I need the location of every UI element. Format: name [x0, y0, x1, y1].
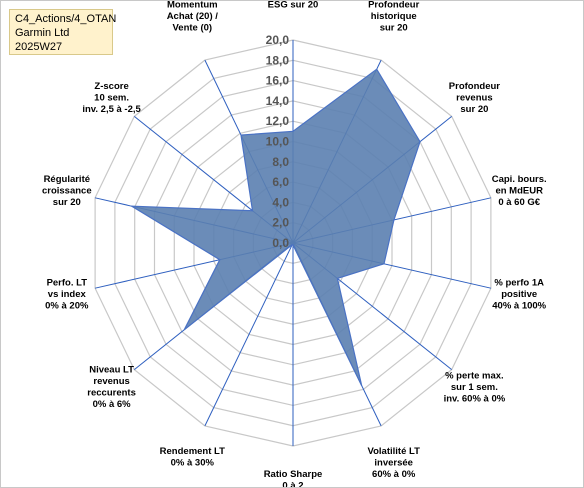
axis-label-line: Vente (0)	[172, 23, 212, 34]
axis-label-line: Momentum	[167, 1, 218, 11]
axis-label-line: Niveau LT	[89, 365, 134, 376]
axis-label-line: reccurents	[87, 388, 136, 399]
axis-label: Profondeur historique sur 20	[368, 1, 419, 34]
tick-label: 14,0	[266, 94, 290, 108]
axis-label-line: Capi. bours.	[492, 174, 547, 185]
tick-label: 10,0	[266, 135, 290, 149]
axis-label: Capi. bours. en MdEUR 0 à 60 G€	[492, 174, 547, 208]
axis-label-line: revenus	[456, 93, 492, 104]
axis-label-line: % perfo 1A	[494, 277, 544, 288]
info-box: C4_Actions/4_OTAN Garmin Ltd 2025W27	[9, 9, 117, 55]
axis-label: Profondeur revenus sur 20	[449, 81, 500, 115]
tick-label: 8,0	[272, 155, 289, 169]
axis-label-line: Rendement LT	[160, 446, 225, 457]
axis-label-line: positive	[501, 289, 537, 300]
axis-label: Perfo. LT vs index 0% à 20%	[45, 277, 89, 311]
axis-label-line: historique	[371, 11, 417, 22]
tick-label: 12,0	[266, 114, 290, 128]
axis-label-line: 0% à 6%	[93, 399, 132, 410]
axis-label: NoteESG sur 20	[268, 1, 319, 11]
axis-label-line: 0% à 20%	[45, 300, 89, 311]
axis-label-line: revenus	[93, 376, 129, 387]
axis-label: Niveau LT revenus reccurents 0% à 6%	[87, 365, 136, 411]
info-category: C4_Actions/4_OTAN	[15, 13, 117, 25]
axis-label-line: Profondeur	[449, 81, 500, 92]
tick-label: 0,0	[272, 236, 289, 250]
axis-label-line: vs index	[48, 289, 87, 300]
axis-label: Régularité croissance sur 20	[42, 174, 92, 208]
axis-label-line: sur 20	[380, 23, 408, 34]
axis-label: Rendement LT 0% à 30%	[160, 446, 225, 469]
axis-label-line: Ratio Sharpe	[264, 469, 323, 480]
axis-label: % perte max. sur 1 sem. inv. 60% à 0%	[444, 370, 506, 404]
info-week: 2025W27	[15, 41, 63, 53]
axis-label-line: Achat (20) /	[167, 11, 219, 22]
tick-label: 4,0	[272, 195, 289, 209]
info-company: Garmin Ltd	[15, 27, 70, 39]
axis-spoke	[204, 242, 294, 427]
axis-label-line: 0 à 60 G€	[498, 197, 540, 208]
axis-label: % perfo 1A positive 40% à 100%	[492, 277, 546, 311]
axis-label-line: Volatilité LT	[367, 446, 420, 457]
axis-label-line: 10 sem.	[94, 93, 129, 104]
axis-label: Momentum Achat (20) / Vente (0)	[167, 1, 219, 34]
axis-label-line: inversée	[374, 458, 413, 469]
axis-label-line: sur 20	[460, 104, 488, 115]
axis-label: Ratio Sharpe 0 à 2	[264, 469, 323, 487]
axis-label-line: sur 1 sem.	[451, 382, 498, 393]
tick-label: 20,0	[266, 33, 290, 47]
tick-label: 2,0	[272, 216, 289, 230]
radar-series	[129, 68, 421, 386]
axis-label-line: Z-score	[94, 81, 128, 92]
axis-label-line: Profondeur	[368, 1, 419, 11]
tick-label: 18,0	[266, 53, 290, 67]
axis-label-line: 40% à 100%	[492, 300, 546, 311]
axis-label-line: % perte max.	[445, 370, 504, 381]
axis-label-line: inv. 2,5 à -2,5	[82, 104, 141, 115]
tick-label: 6,0	[272, 175, 289, 189]
axis-label-line: Perfo. LT	[47, 277, 88, 288]
axis-label: Z-score 10 sem. inv. 2,5 à -2,5	[82, 81, 141, 115]
tick-label: 16,0	[266, 74, 290, 88]
axis-label-line: 0 à 2	[282, 481, 303, 488]
axis-label-line: croissance	[42, 186, 92, 197]
radial-tick-labels: 0,0 2,0 4,0 6,0 8,0 10,0 12,0 14,0 16,0 18,0 20,0	[266, 33, 290, 250]
axis-label-line: inv. 60% à 0%	[444, 393, 506, 404]
axis-label-line: Régularité	[44, 174, 90, 185]
axis-label-line: 0% à 30%	[171, 458, 215, 469]
axis-label: Volatilité LT inversée 60% à 0%	[367, 446, 420, 480]
axis-label-line: en MdEUR	[495, 186, 543, 197]
axis-label-line: 60% à 0%	[372, 469, 416, 480]
axis-label-line: sur 20	[53, 197, 81, 208]
axis-label-line: ESG sur 20	[268, 1, 319, 11]
